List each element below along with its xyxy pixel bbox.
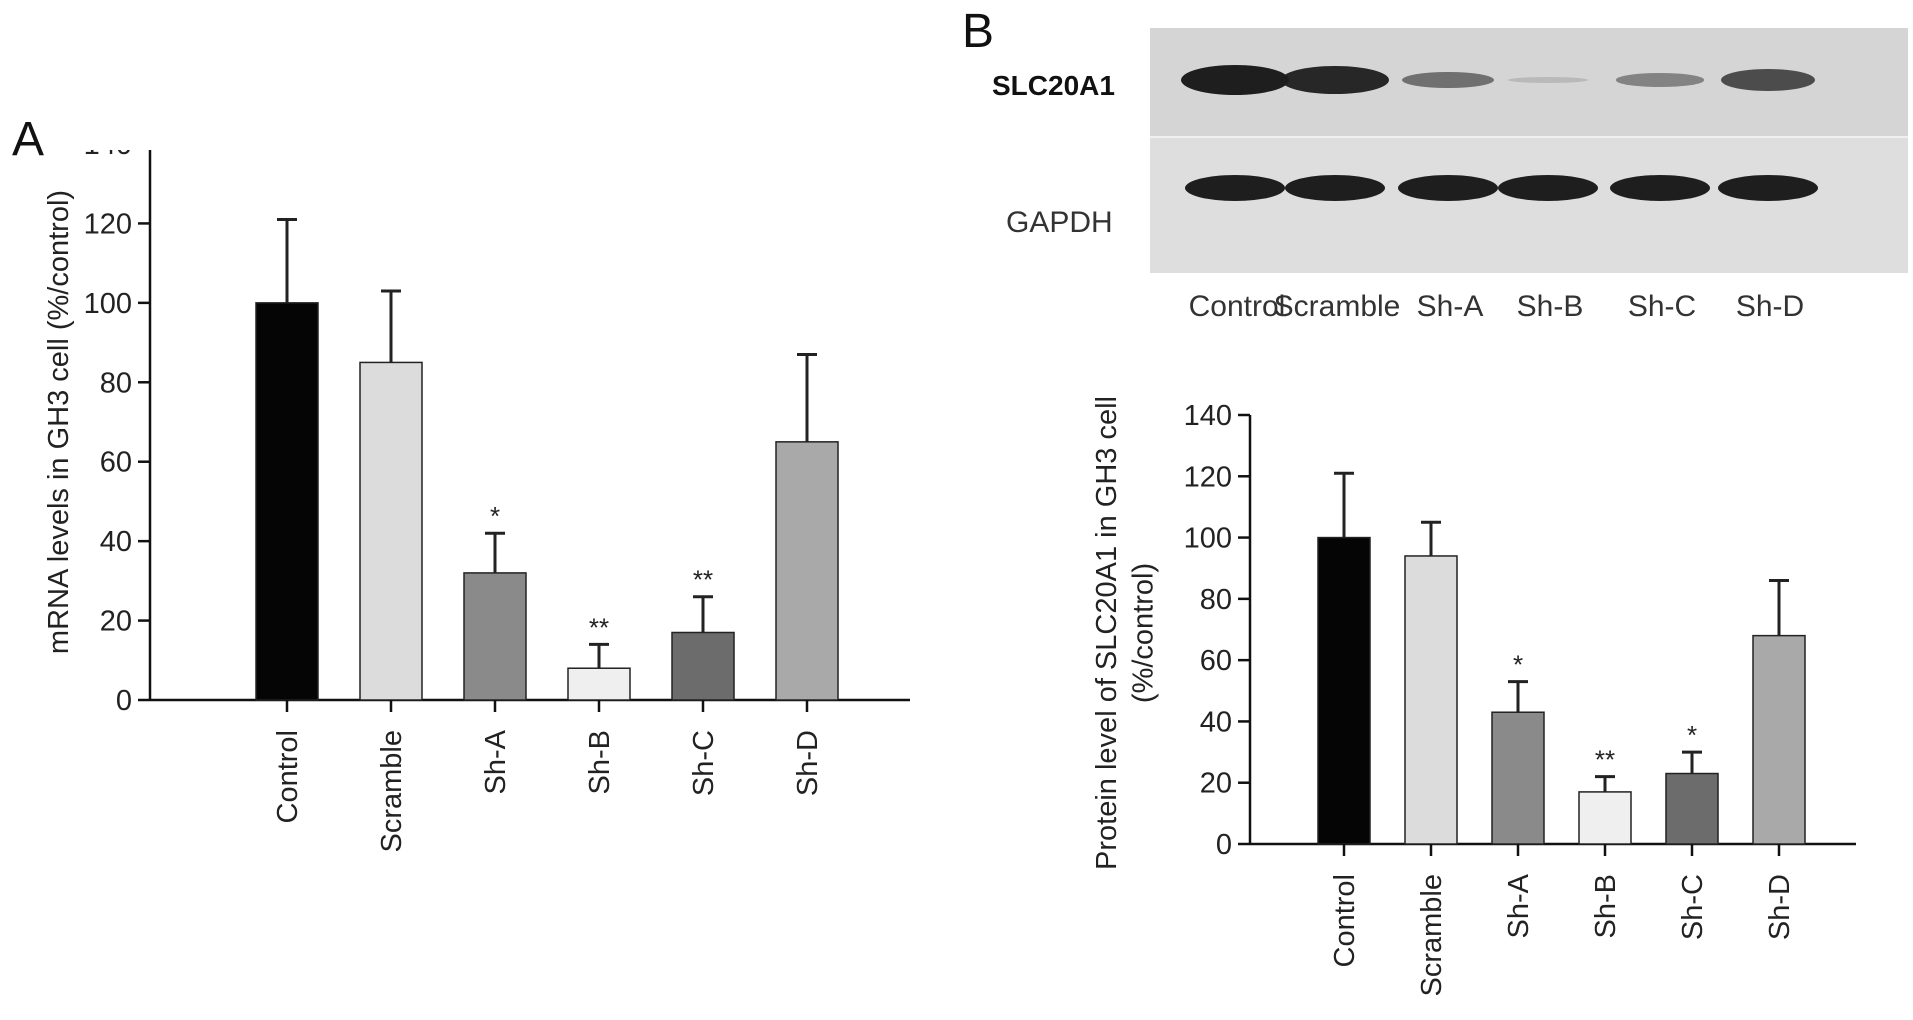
y-tick-label: 20: [1200, 768, 1232, 800]
bar-sh-d: [1752, 634, 1806, 845]
significance-marker: *: [1687, 720, 1697, 750]
y-tick-label: 40: [100, 526, 132, 558]
chart-b-protein: 0 20 40 60 80 100 120 140 Protein level of SLC20…: [1091, 396, 1856, 997]
x-tick-label: Sh-D: [792, 730, 824, 796]
significance-marker: *: [490, 501, 500, 531]
blot-strip-control: [1150, 136, 1908, 273]
panel-letter-b: B: [962, 5, 995, 58]
bar-sh-b: [567, 667, 631, 701]
y-tick-label: 40: [1200, 706, 1232, 738]
blot-lane-label: Sh-B: [1516, 290, 1584, 323]
band-control-sh-d: [1718, 175, 1818, 201]
x-tick-label: Sh-B: [584, 730, 616, 794]
bar-scramble: [1404, 555, 1458, 845]
y-tick-label: 100: [1184, 523, 1232, 555]
chart-group: 0 20 40 60 80 100 120 140 Protein level of SLC20…: [1091, 396, 1856, 997]
band-target-scramble: [1281, 65, 1389, 95]
x-tick-label: Sh-B: [1590, 874, 1622, 938]
blot-lane-label: Scramble: [1273, 290, 1401, 323]
y-tick-label: 60: [1200, 645, 1232, 677]
band-control-sh-b: [1498, 175, 1598, 201]
chart-a-mrna: 0 20 40 60 80 100 120 140 mRNA levels in GH3 cel…: [43, 150, 910, 853]
bar-sh-c: [671, 631, 735, 701]
x-tick-label: Control: [272, 730, 304, 824]
blot-label-target: SLC20A1: [992, 70, 1115, 101]
x-tick-label: Sh-C: [688, 730, 720, 796]
chart-group: 0 20 40 60 80 100 120 140 mRNA levels in GH3 cel…: [43, 150, 910, 853]
band-target-control: [1181, 65, 1289, 95]
significance-marker: **: [589, 612, 609, 642]
y-tick-label: 120: [1184, 461, 1232, 493]
y-axis-label: mRNA levels in GH3 cell (%/control): [43, 190, 75, 654]
band-target-sh-c: [1616, 73, 1704, 87]
y-tick-label: 20: [100, 606, 132, 638]
y-tick-label: 60: [100, 447, 132, 479]
bar-sh-b: [1578, 791, 1632, 845]
panel-letter-a: A: [12, 113, 45, 166]
band-target-sh-d: [1721, 68, 1815, 92]
band-control-sh-c: [1610, 175, 1710, 201]
band-target-sh-a: [1402, 71, 1494, 89]
bar-control: [255, 302, 319, 701]
x-tick-label: Scramble: [376, 730, 408, 853]
bar-sh-a: [1491, 711, 1545, 845]
y-tick-label: 140: [84, 150, 132, 161]
bar-scramble: [359, 361, 423, 701]
y-tick-label: 80: [1200, 584, 1232, 616]
x-tick-label: Sh-A: [1503, 873, 1535, 938]
x-tick-label: Sh-D: [1764, 874, 1796, 940]
significance-marker: **: [693, 565, 713, 595]
blot-lane-label: Control: [1188, 290, 1286, 323]
y-tick-label: 140: [1184, 400, 1232, 432]
blot-lane-label: Sh-A: [1416, 290, 1484, 323]
y-tick-label: 0: [1216, 829, 1232, 861]
blot-lane-label: Sh-C: [1627, 290, 1697, 323]
x-tick-label: Sh-C: [1677, 874, 1709, 940]
y-tick-label: 120: [84, 208, 132, 240]
y-axis-label: Protein level of SLC20A1 in GH3 cell (%/c…: [1091, 396, 1159, 870]
y-tick-label: 0: [116, 685, 132, 717]
bar-sh-a: [463, 572, 527, 701]
band-control-control: [1185, 175, 1285, 201]
significance-marker: **: [1595, 745, 1615, 775]
band-control-sh-a: [1398, 175, 1498, 201]
x-tick-label: Sh-A: [480, 729, 512, 794]
x-tick-label: Scramble: [1416, 874, 1448, 997]
western-blot-image: [1150, 28, 1908, 273]
bar-sh-d: [775, 441, 839, 701]
blot-lane-label: Sh-D: [1735, 290, 1805, 323]
band-target-sh-b: [1508, 77, 1588, 83]
y-tick-label: 80: [100, 367, 132, 399]
y-tick-label: 100: [84, 288, 132, 320]
blot-label-control: GAPDH: [1006, 206, 1113, 239]
bar-sh-c: [1665, 772, 1719, 845]
band-control-scramble: [1285, 175, 1385, 201]
bar-control: [1317, 536, 1371, 845]
x-tick-label: Control: [1329, 874, 1361, 968]
significance-marker: *: [1513, 650, 1523, 680]
